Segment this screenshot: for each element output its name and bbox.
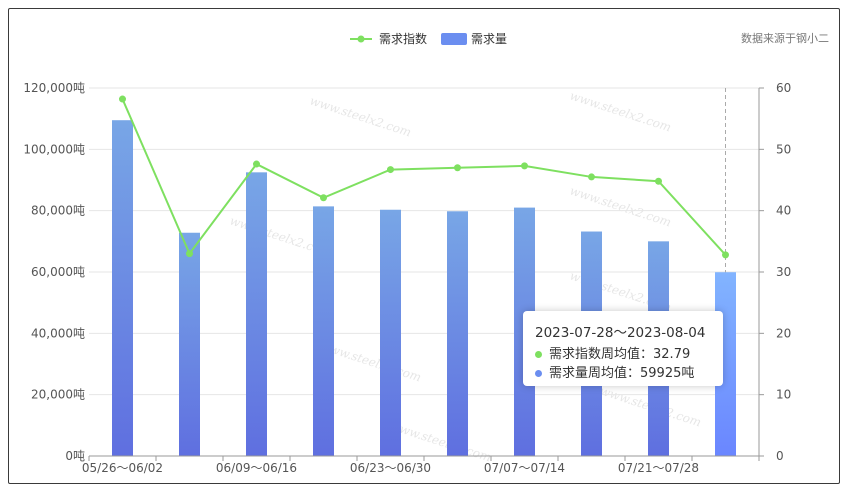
tooltip-dot-index bbox=[535, 351, 542, 358]
point-demand-index[interactable] bbox=[588, 173, 595, 181]
left-y-axis: 0吨 20,000吨 40,000吨 60,000吨 80,000吨 100,000吨 12… bbox=[23, 81, 85, 463]
tooltip-title: 2023-07-28～2023-08-04 bbox=[535, 325, 706, 341]
x-tick-label: 07/21～07/28 bbox=[618, 461, 699, 475]
left-tick-label: 40,000吨 bbox=[31, 326, 85, 340]
x-tick-label: 06/23～06/30 bbox=[350, 461, 431, 475]
left-tick-label: 80,000吨 bbox=[31, 204, 85, 218]
legend-item-volume[interactable]: 需求量 bbox=[441, 32, 507, 46]
bar-series-demand-volume[interactable] bbox=[112, 120, 736, 457]
right-tick-label: 20 bbox=[776, 326, 791, 340]
right-tick-label: 10 bbox=[776, 388, 791, 402]
bar-demand-volume[interactable] bbox=[179, 232, 200, 456]
watermark-text: www.steelx2.com bbox=[568, 184, 673, 230]
grid-lines bbox=[89, 87, 759, 456]
tooltip-dot-volume bbox=[535, 370, 542, 377]
point-demand-index[interactable] bbox=[655, 177, 662, 185]
point-demand-index[interactable] bbox=[521, 162, 528, 170]
x-tick-label: 05/26～06/02 bbox=[82, 461, 163, 475]
left-tick-label: 0吨 bbox=[65, 449, 85, 463]
legend-label-volume: 需求量 bbox=[471, 32, 507, 46]
data-source-note: 数据来源于钢小二 bbox=[741, 31, 829, 45]
x-tick-label: 06/09～06/16 bbox=[216, 461, 297, 475]
legend-item-index[interactable]: 需求指数 bbox=[350, 31, 427, 46]
point-demand-index[interactable] bbox=[119, 95, 126, 103]
bar-demand-volume[interactable] bbox=[313, 206, 334, 456]
x-tick-label: 07/07～07/14 bbox=[484, 461, 565, 475]
point-demand-index[interactable] bbox=[387, 166, 394, 174]
point-demand-index[interactable] bbox=[320, 194, 327, 202]
point-demand-index[interactable] bbox=[722, 251, 729, 259]
right-tick-label: 40 bbox=[776, 204, 791, 218]
bar-demand-volume[interactable] bbox=[447, 211, 468, 456]
chart-tooltip: 2023-07-28～2023-08-04 需求指数周均值： 32.79 需求量… bbox=[523, 311, 723, 386]
tooltip-row-volume: 需求量周均值： 59925吨 bbox=[535, 364, 711, 383]
chart-frame: www.steelx2.com www.steelx2.com www.steelx… bbox=[8, 8, 840, 484]
left-tick-label: 60,000吨 bbox=[31, 265, 85, 279]
demand-chart: www.steelx2.com www.steelx2.com www.steelx… bbox=[23, 31, 829, 475]
bar-demand-volume[interactable] bbox=[380, 209, 401, 456]
bar-demand-volume[interactable] bbox=[246, 172, 267, 457]
right-tick-label: 50 bbox=[776, 142, 791, 156]
watermark-text: www.steelx2.com bbox=[388, 419, 493, 465]
left-tick-label: 20,000吨 bbox=[31, 388, 85, 402]
tooltip-value-index: 32.79 bbox=[653, 347, 691, 362]
line-series-demand-index[interactable] bbox=[119, 95, 729, 259]
point-demand-index[interactable] bbox=[186, 250, 193, 258]
tooltip-label-index: 需求指数周均值： bbox=[549, 347, 654, 362]
left-tick-label: 120,000吨 bbox=[23, 81, 85, 95]
bar-demand-volume[interactable] bbox=[112, 120, 133, 456]
watermark-text: www.steelx2.com bbox=[308, 94, 413, 140]
line-demand-index bbox=[121, 98, 727, 256]
right-tick-label: 0 bbox=[776, 449, 784, 463]
left-tick-label: 100,000吨 bbox=[23, 142, 85, 156]
point-demand-index[interactable] bbox=[454, 164, 461, 172]
legend-label-index: 需求指数 bbox=[379, 31, 427, 46]
right-y-axis: 0 10 20 30 40 50 60 bbox=[758, 81, 791, 463]
tooltip-value-volume: 59925吨 bbox=[640, 366, 695, 381]
right-tick-label: 60 bbox=[776, 81, 791, 95]
point-demand-index[interactable] bbox=[253, 160, 260, 168]
watermark-text: www.steelx2.com bbox=[568, 89, 673, 135]
legend[interactable]: 需求指数 需求量 bbox=[350, 31, 507, 46]
tooltip-label-volume: 需求量周均值： bbox=[549, 366, 641, 381]
right-tick-label: 30 bbox=[776, 265, 791, 279]
tooltip-row-index: 需求指数周均值： 32.79 bbox=[535, 345, 711, 364]
x-axis: 05/26～06/02 06/09～06/16 06/23～06/30 07/07～0… bbox=[82, 455, 760, 475]
